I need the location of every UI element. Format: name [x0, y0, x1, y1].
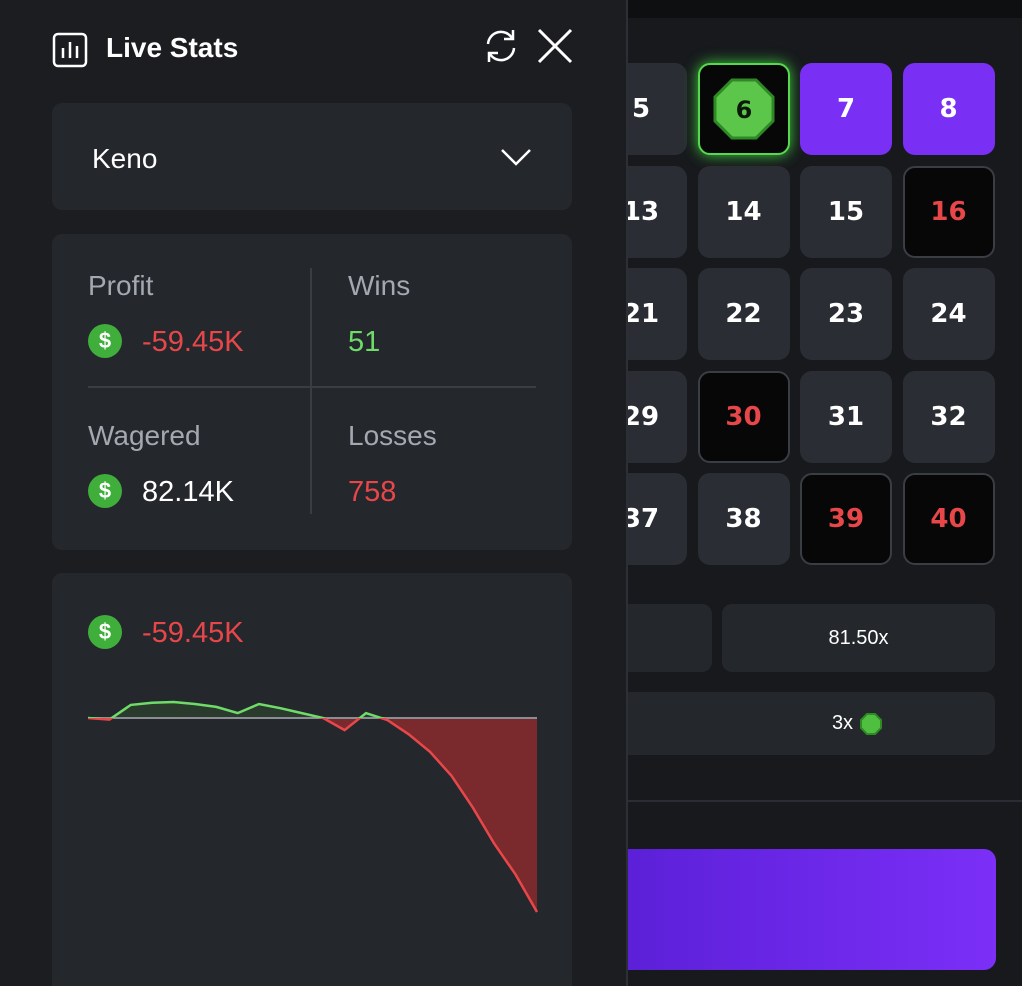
divider: [310, 268, 312, 514]
keno-tile[interactable]: 38: [697, 473, 790, 565]
game-select[interactable]: Keno: [52, 103, 572, 210]
chart-profit-value: -59.45K: [142, 617, 244, 649]
wins-value: 51: [348, 326, 381, 358]
loss-area: [88, 718, 537, 912]
keno-tile[interactable]: 6: [697, 63, 790, 155]
currency-icon: $: [88, 324, 122, 358]
profit-line-gain: [88, 700, 386, 718]
game-select-value: Keno: [92, 143, 158, 174]
close-button[interactable]: [536, 27, 574, 65]
live-stats-panel: Live Stats Keno Profit $ -59.45K Wins 51…: [52, 0, 628, 986]
keno-tile[interactable]: 22: [697, 268, 790, 360]
profit-line-loss: [87, 718, 539, 913]
keno-tile[interactable]: 39: [800, 473, 892, 565]
keno-tile[interactable]: 23: [800, 268, 892, 360]
chevron-down: [501, 149, 531, 166]
currency-icon: $: [88, 615, 122, 649]
tile-label: 6: [735, 96, 752, 124]
wagered-value: 82.14K: [142, 476, 234, 508]
keno-tile[interactable]: 16: [902, 165, 995, 258]
gem-icon: [860, 712, 883, 735]
gem-count-row: 3x: [600, 692, 995, 755]
profit-value: -59.45K: [142, 326, 244, 358]
divider: [628, 800, 1022, 802]
profit-chart: [87, 700, 539, 913]
bet-button[interactable]: [600, 849, 996, 970]
keno-tile[interactable]: 14: [697, 165, 790, 258]
wagered-label: Wagered: [88, 420, 201, 451]
losses-value: 758: [348, 476, 397, 508]
keno-tile[interactable]: 8: [902, 63, 995, 155]
keno-tile[interactable]: 40: [902, 473, 995, 565]
stats-card: Profit $ -59.45K Wins 51 Wagered $ 82.14…: [52, 234, 572, 550]
stats-icon: [52, 32, 88, 68]
keno-tile[interactable]: 15: [800, 165, 892, 258]
keno-tile[interactable]: 31: [800, 370, 892, 463]
keno-tile[interactable]: 32: [902, 370, 995, 463]
keno-tile[interactable]: 24: [902, 268, 995, 360]
profit-label: Profit: [88, 270, 154, 301]
gem-count: 3x: [831, 712, 854, 734]
keno-tile[interactable]: 30: [697, 370, 790, 463]
payout-multiplier: 81.50x: [722, 604, 995, 672]
gem: 6: [713, 78, 774, 140]
panel-title: Live Stats: [106, 32, 239, 63]
losses-label: Losses: [348, 420, 437, 451]
refresh-button[interactable]: [482, 27, 520, 65]
divider: [88, 386, 536, 388]
gain-area: [88, 702, 537, 718]
wins-label: Wins: [348, 270, 411, 301]
top-strip: [628, 0, 1022, 18]
gem-shape: [713, 78, 774, 140]
keno-tile[interactable]: 7: [800, 63, 892, 155]
currency-icon: $: [88, 474, 122, 508]
